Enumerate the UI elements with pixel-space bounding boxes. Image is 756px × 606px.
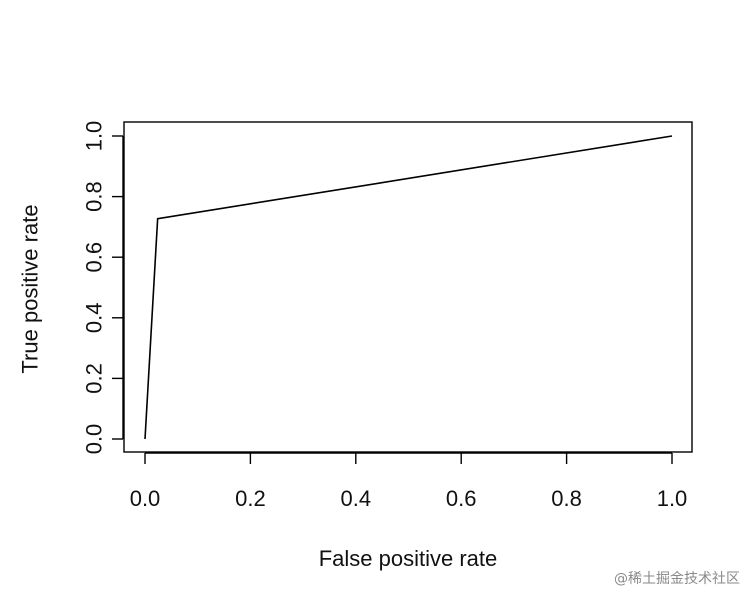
x-axis-label: False positive rate (319, 546, 498, 571)
y-tick-label: 0.4 (82, 303, 107, 334)
y-axis-label: True positive rate (18, 204, 43, 373)
x-tick-label: 0.0 (130, 486, 161, 511)
y-tick-label: 0.2 (82, 363, 107, 394)
plot-frame (123, 121, 693, 453)
series-layer (144, 135, 673, 440)
x-tick-label: 0.2 (235, 486, 266, 511)
watermark: @稀土掘金技术社区 (614, 571, 740, 587)
y-tick-label: 0.0 (82, 424, 107, 455)
x-tick-label: 0.4 (341, 486, 372, 511)
y-tick-label: 0.6 (82, 242, 107, 273)
x-tick-label: 0.8 (551, 486, 582, 511)
y-tick-label: 0.8 (82, 181, 107, 212)
x-axis: 0.0 0.2 0.4 0.6 0.8 1.0 (130, 452, 688, 511)
x-tick-label: 1.0 (657, 486, 688, 511)
roc-curve-line (144, 135, 673, 440)
y-tick-label: 1.0 (82, 121, 107, 152)
x-tick-label: 0.6 (446, 486, 477, 511)
y-axis: 0.0 0.2 0.4 0.6 0.8 1.0 (82, 121, 124, 455)
